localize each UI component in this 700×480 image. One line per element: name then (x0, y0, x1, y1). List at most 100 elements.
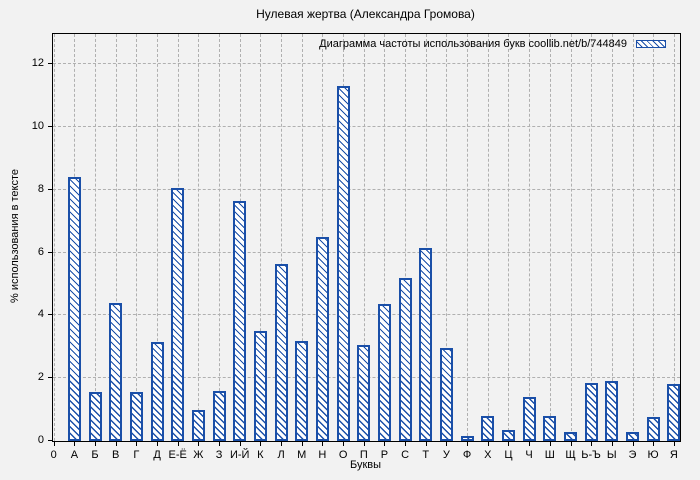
bar-У (439, 348, 453, 441)
y-tick-label: 0 (37, 434, 44, 446)
y-tick (48, 440, 52, 441)
gridline-v (673, 34, 675, 441)
x-tick (549, 442, 551, 446)
x-tick-label: Х (484, 449, 492, 461)
gridline-v (487, 34, 489, 441)
x-tick (95, 442, 96, 446)
x-tick-label: Ц (504, 449, 513, 461)
bar-Щ (564, 432, 577, 441)
bar-Э (626, 432, 639, 441)
x-tick (487, 442, 489, 446)
y-tick (48, 314, 52, 316)
gridline-v (508, 34, 510, 441)
x-tick-label: Г (133, 449, 140, 461)
bar-О (336, 86, 350, 441)
bar-Ы (605, 381, 619, 441)
gridline-v (529, 34, 531, 441)
x-tick (343, 442, 345, 446)
y-tick-label: 12 (31, 57, 44, 70)
gridline-v (115, 34, 117, 441)
x-tick (281, 442, 283, 446)
x-tick-label: К (257, 449, 264, 461)
y-tick (48, 63, 52, 65)
legend-swatch (636, 40, 666, 48)
gridline-h (53, 188, 680, 190)
x-tick (157, 442, 159, 446)
bar-Х (481, 416, 495, 441)
gridline-v (260, 34, 262, 441)
x-tick-label: Н (318, 449, 327, 461)
y-tick-label: 8 (37, 182, 44, 195)
x-tick-label: Ы (606, 449, 617, 461)
x-tick-label: З (215, 449, 223, 461)
chart-title: Нулевая жертва (Александра Громова) (256, 7, 475, 21)
x-tick (384, 442, 386, 446)
bar-Г (129, 392, 143, 441)
x-tick (74, 442, 76, 446)
x-tick-label: Ж (193, 449, 204, 461)
gridline-v (632, 34, 634, 441)
bar-Я (667, 384, 681, 441)
bar-Ь-Ъ (584, 383, 598, 441)
x-tick-label: А (70, 449, 79, 461)
x-tick (425, 442, 427, 446)
x-tick (653, 442, 655, 446)
x-tick-label: Э (628, 449, 637, 461)
bar-Т (419, 248, 433, 441)
gridline-v (549, 34, 551, 441)
bar-М (295, 341, 309, 441)
gridline-v (95, 34, 96, 441)
x-tick-label: У (442, 449, 450, 461)
x-tick-label: Л (277, 449, 285, 461)
y-tick (48, 188, 52, 190)
gridline-h (53, 314, 680, 316)
x-tick (467, 442, 469, 446)
x-tick-label: Р (380, 449, 389, 461)
x-tick (632, 442, 634, 446)
bar-И-Й (233, 201, 247, 441)
bar-В (109, 303, 123, 441)
x-tick (446, 442, 448, 446)
bar-Ф (460, 436, 474, 441)
x-tick-label: Е-Ё (168, 449, 187, 461)
bar-Ц (501, 430, 515, 441)
bar-Д (150, 342, 164, 441)
gridline-v (281, 34, 283, 441)
x-tick (219, 442, 221, 446)
y-tick (48, 251, 52, 253)
y-tick (48, 126, 52, 127)
bar-Б (88, 392, 102, 441)
x-tick (322, 442, 324, 446)
x-tick-label: Б (91, 449, 99, 461)
x-tick-label: 0 (50, 449, 57, 461)
gridline-v (653, 34, 655, 441)
x-tick (198, 442, 200, 446)
plot-area: Диаграмма частоты использования букв coo… (52, 33, 681, 442)
gridline-v (198, 34, 200, 441)
gridline-v (467, 34, 469, 441)
x-tick (53, 442, 55, 446)
gridline-v (157, 34, 159, 441)
gridline-v (136, 34, 138, 441)
x-tick (260, 442, 262, 446)
x-tick-label: Ь-Ъ (581, 449, 601, 461)
x-tick-label: Ф (462, 449, 472, 461)
x-tick (405, 442, 407, 446)
gridline-v (570, 34, 572, 441)
gridline-v (591, 34, 593, 441)
x-tick-label: С (401, 449, 410, 461)
legend-label: Диаграмма частоты использования букв coo… (319, 38, 627, 50)
bar-Ж (191, 410, 205, 441)
gridline-h (53, 126, 680, 127)
x-tick-label: Т (422, 449, 430, 461)
x-tick (508, 442, 510, 446)
gridline-h (53, 251, 680, 253)
x-tick (611, 442, 613, 446)
gridline-v (405, 34, 407, 441)
x-tick (136, 442, 138, 446)
bar-Е-Ё (171, 188, 185, 441)
gridline-v (384, 34, 386, 441)
x-tick (673, 442, 675, 446)
x-tick-label: Ш (544, 449, 555, 461)
